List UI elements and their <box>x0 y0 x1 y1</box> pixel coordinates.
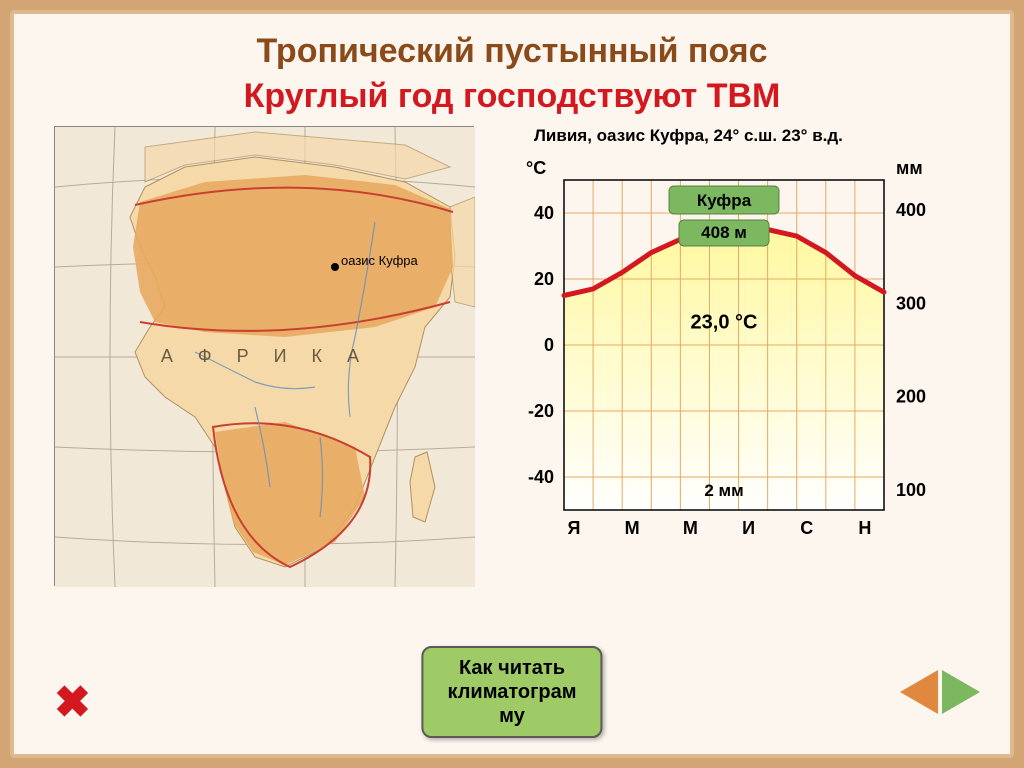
svg-text:С: С <box>800 518 813 538</box>
svg-text:408 м: 408 м <box>701 223 747 242</box>
continent-label: А Ф Р И К А <box>161 346 369 366</box>
svg-text:Я: Я <box>568 518 581 538</box>
prev-arrow-icon[interactable] <box>900 670 938 714</box>
how-to-read-button[interactable]: Как читать климатограм му <box>421 646 602 738</box>
svg-text:Куфра: Куфра <box>697 191 752 210</box>
svg-text:100: 100 <box>896 480 926 500</box>
footer-btn-line1: Как читать <box>459 657 565 679</box>
svg-text:23,0 °С: 23,0 °С <box>691 312 758 334</box>
svg-text:400: 400 <box>896 200 926 220</box>
svg-text:°С: °С <box>526 158 546 178</box>
svg-text:0: 0 <box>544 335 554 355</box>
main-title: Тропический пустынный пояс <box>14 32 1010 71</box>
svg-text:И: И <box>742 518 755 538</box>
next-arrow-icon[interactable] <box>942 670 980 714</box>
africa-map: оазис Куфра А Ф Р И К А <box>54 126 474 586</box>
svg-text:-40: -40 <box>528 467 554 487</box>
footer-btn-line3: му <box>499 705 525 727</box>
svg-text:200: 200 <box>896 387 926 407</box>
sub-title: Круглый год господствуют ТВМ <box>14 77 1010 116</box>
map-marker-label: оазис Куфра <box>341 253 419 268</box>
close-icon[interactable]: ✖ <box>54 677 91 728</box>
svg-text:-20: -20 <box>528 401 554 421</box>
chart-title: Ливия, оазис Куфра, 24° с.ш. 23° в.д. <box>534 126 980 146</box>
climatogram: Ливия, оазис Куфра, 24° с.ш. 23° в.д. °С… <box>494 126 980 586</box>
svg-text:2 мм: 2 мм <box>704 481 743 500</box>
footer-btn-line2: климатограм <box>447 681 576 703</box>
svg-text:М: М <box>683 518 698 538</box>
svg-text:Н: Н <box>858 518 871 538</box>
svg-text:20: 20 <box>534 269 554 289</box>
svg-text:М: М <box>625 518 640 538</box>
svg-text:мм: мм <box>896 158 923 178</box>
svg-text:40: 40 <box>534 203 554 223</box>
svg-text:300: 300 <box>896 293 926 313</box>
